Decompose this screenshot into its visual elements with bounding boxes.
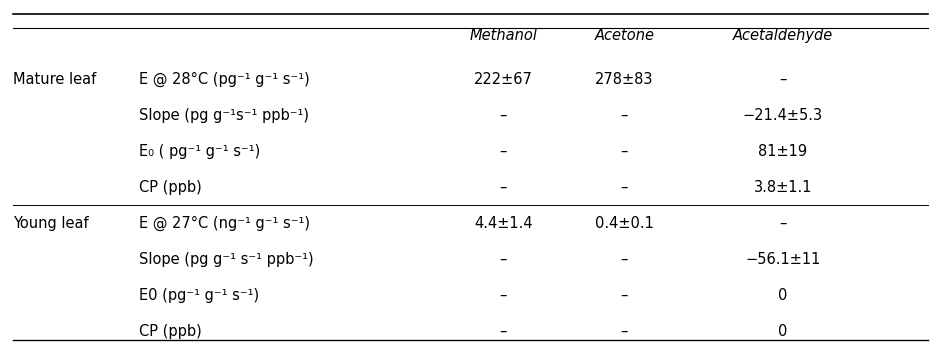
- Text: –: –: [621, 108, 628, 123]
- Text: Mature leaf: Mature leaf: [13, 72, 97, 87]
- Text: 222±67: 222±67: [473, 72, 533, 87]
- Text: −56.1±11: −56.1±11: [745, 252, 821, 267]
- Text: 278±83: 278±83: [595, 72, 654, 87]
- Text: 3.8±1.1: 3.8±1.1: [754, 180, 812, 195]
- Text: –: –: [779, 216, 787, 231]
- Text: Slope (pg g⁻¹s⁻¹ ppb⁻¹): Slope (pg g⁻¹s⁻¹ ppb⁻¹): [139, 108, 310, 123]
- Text: −21.4±5.3: −21.4±5.3: [742, 108, 823, 123]
- Text: 81±19: 81±19: [758, 144, 807, 159]
- Text: –: –: [621, 324, 628, 339]
- Text: E₀ ( pg⁻¹ g⁻¹ s⁻¹): E₀ ( pg⁻¹ g⁻¹ s⁻¹): [139, 144, 261, 159]
- Text: –: –: [621, 180, 628, 195]
- Text: E @ 27°C (ng⁻¹ g⁻¹ s⁻¹): E @ 27°C (ng⁻¹ g⁻¹ s⁻¹): [139, 216, 311, 231]
- Text: –: –: [500, 288, 507, 303]
- Text: –: –: [779, 72, 787, 87]
- Text: –: –: [500, 108, 507, 123]
- Text: 4.4±1.4: 4.4±1.4: [474, 216, 533, 231]
- Text: Slope (pg g⁻¹ s⁻¹ ppb⁻¹): Slope (pg g⁻¹ s⁻¹ ppb⁻¹): [139, 252, 314, 267]
- Text: –: –: [621, 252, 628, 267]
- Text: –: –: [621, 288, 628, 303]
- Text: Acetone: Acetone: [595, 27, 654, 42]
- Text: –: –: [500, 252, 507, 267]
- Text: –: –: [500, 324, 507, 339]
- Text: 0.4±0.1: 0.4±0.1: [595, 216, 654, 231]
- Text: Young leaf: Young leaf: [13, 216, 89, 231]
- Text: CP (ppb): CP (ppb): [139, 324, 202, 339]
- Text: –: –: [500, 180, 507, 195]
- Text: –: –: [621, 144, 628, 159]
- Text: Methanol: Methanol: [470, 27, 537, 42]
- Text: Acetaldehyde: Acetaldehyde: [733, 27, 833, 42]
- Text: CP (ppb): CP (ppb): [139, 180, 202, 195]
- Text: –: –: [500, 144, 507, 159]
- Text: E0 (pg⁻¹ g⁻¹ s⁻¹): E0 (pg⁻¹ g⁻¹ s⁻¹): [139, 288, 260, 303]
- Text: 0: 0: [778, 324, 788, 339]
- Text: 0: 0: [778, 288, 788, 303]
- Text: E @ 28°C (pg⁻¹ g⁻¹ s⁻¹): E @ 28°C (pg⁻¹ g⁻¹ s⁻¹): [139, 72, 311, 87]
